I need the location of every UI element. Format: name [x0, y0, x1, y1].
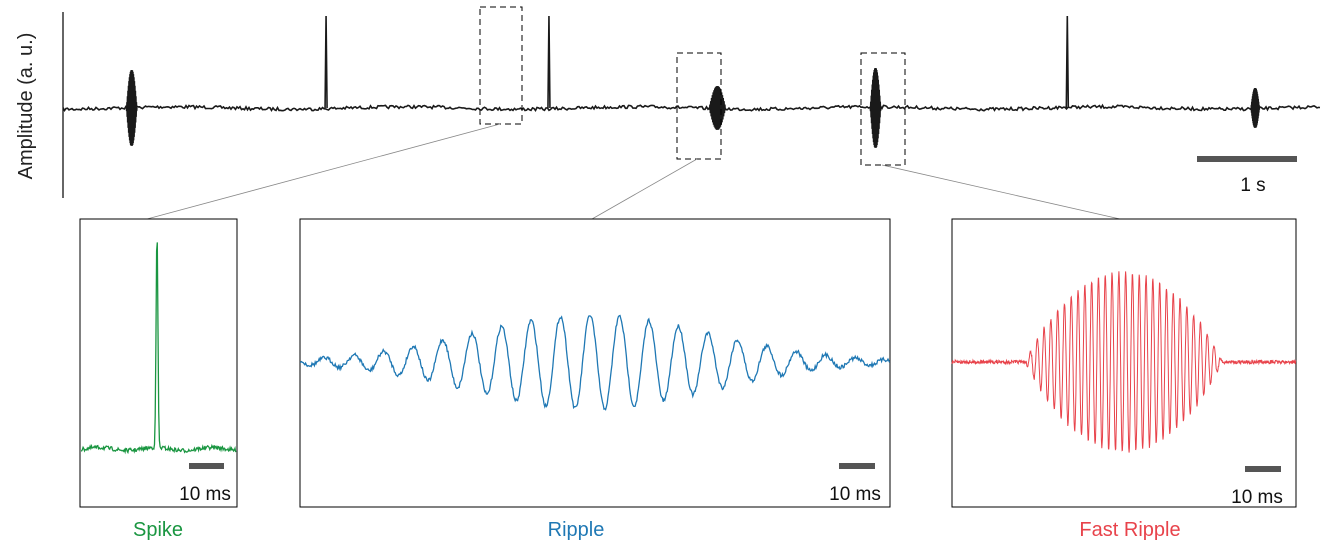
overview-events — [125, 15, 1261, 148]
overview-scalebar-label: 1 s — [1240, 175, 1265, 196]
connector-ripple — [591, 158, 698, 220]
overview-spike-event — [547, 15, 551, 109]
ripple-trace — [299, 314, 891, 411]
overview-ylabel: Amplitude (a. u.) — [15, 33, 37, 180]
spike-trace — [81, 242, 237, 455]
connector-spike — [146, 123, 501, 220]
fast-ripple-panel-label: Fast Ripple — [1079, 519, 1180, 541]
ripple-panel-label: Ripple — [548, 519, 605, 541]
overview-ripple-event — [125, 69, 138, 146]
spike-panel-label: Spike — [133, 519, 183, 541]
ripple-panel: 10 ms Ripple — [299, 218, 891, 541]
highlight-box-ripple — [676, 52, 722, 160]
spike-panel-frame — [79, 218, 238, 508]
overview-spike-event — [324, 15, 328, 109]
fast-ripple-scalebar-label: 10 ms — [1231, 487, 1283, 508]
ripple-panel-frame — [299, 218, 891, 508]
highlight-box-fast-ripple — [860, 52, 906, 166]
connector-fast-ripple — [881, 164, 1121, 220]
overview-chart: Amplitude (a. u.) 1 s — [15, 6, 1321, 198]
connector-lines — [146, 123, 1121, 220]
spike-scalebar-label: 10 ms — [179, 484, 231, 505]
ripple-scalebar-label: 10 ms — [829, 484, 881, 505]
overview-ripple-event — [1250, 87, 1261, 128]
overview-spike-event — [1065, 15, 1070, 109]
fast-ripple-panel: 10 ms Fast Ripple — [951, 218, 1297, 541]
overview-ripple-event — [708, 85, 727, 130]
highlight-box-spike — [479, 6, 523, 125]
overview-trace — [62, 103, 1321, 113]
overview-fast-ripple-event — [869, 67, 882, 148]
spike-panel: 10 ms Spike — [79, 218, 238, 541]
fast-ripple-trace — [951, 271, 1297, 453]
